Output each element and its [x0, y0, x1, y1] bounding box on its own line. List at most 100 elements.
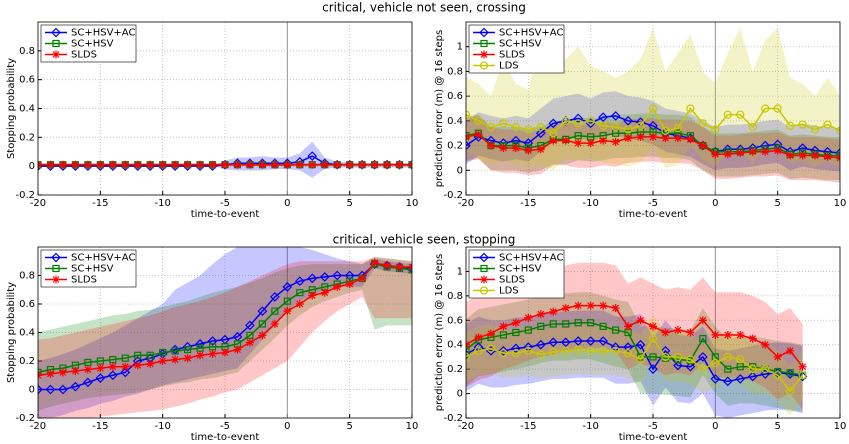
x-tick-label: 5 [774, 198, 780, 209]
marker [599, 346, 608, 355]
marker [320, 288, 329, 297]
marker [549, 136, 558, 145]
marker [736, 355, 745, 364]
legend-label: SLDS [499, 50, 525, 61]
marker [107, 370, 118, 381]
marker [474, 333, 483, 342]
marker [661, 328, 670, 337]
plot-frame [37, 246, 413, 419]
y-tick-label: -0.2 [15, 413, 35, 424]
marker [71, 160, 80, 169]
marker [611, 137, 620, 146]
marker [786, 346, 795, 355]
marker [786, 387, 795, 396]
marker [699, 335, 707, 343]
error-band [466, 262, 803, 410]
series-line [466, 115, 840, 154]
marker [271, 307, 279, 315]
marker [511, 343, 521, 354]
x-tick-label: 5 [774, 421, 780, 432]
marker [52, 50, 60, 59]
marker [649, 353, 657, 361]
marker [673, 124, 683, 133]
marker [573, 336, 584, 346]
marker [95, 373, 106, 383]
marker [182, 341, 193, 352]
error-band [466, 310, 803, 418]
marker [761, 365, 770, 374]
plot-frame [465, 21, 841, 196]
marker [207, 336, 218, 346]
y-axis-label: Stopping probability [6, 58, 17, 159]
marker [723, 110, 732, 119]
marker [585, 336, 596, 346]
marker [499, 331, 507, 339]
marker [548, 118, 559, 129]
marker [611, 122, 620, 132]
error-band [38, 256, 412, 418]
marker [196, 344, 204, 352]
marker [498, 345, 509, 356]
marker [270, 319, 279, 328]
marker [46, 160, 55, 169]
y-tick-label: 0.6 [447, 315, 463, 326]
y-tick-label: 0 [457, 389, 463, 400]
marker [120, 367, 131, 378]
marker [345, 160, 354, 169]
marker [535, 128, 546, 139]
marker [332, 270, 343, 281]
marker [307, 151, 318, 161]
marker [673, 360, 683, 371]
marker [295, 300, 304, 308]
marker [574, 319, 582, 327]
marker [83, 365, 92, 374]
marker [561, 116, 570, 125]
marker [208, 160, 217, 169]
marker [121, 362, 130, 371]
marker [798, 151, 807, 160]
marker [233, 345, 242, 354]
marker [686, 104, 695, 113]
marker [474, 116, 483, 125]
y-tick-label: 0.8 [447, 291, 463, 302]
marker [623, 125, 633, 134]
marker [562, 320, 570, 328]
y-tick-label: 0 [29, 385, 35, 396]
marker [560, 337, 571, 348]
marker [184, 346, 192, 354]
marker [549, 320, 557, 328]
y-tick-label: 0.8 [19, 271, 35, 282]
marker [524, 146, 533, 155]
legend-label: SLDS [499, 275, 525, 286]
x-tick-label: 5 [346, 421, 352, 432]
marker [624, 322, 633, 331]
y-tick-label: 1 [457, 266, 463, 277]
row-title: critical, vehicle seen, stopping [333, 233, 516, 247]
marker [208, 349, 217, 358]
marker [344, 270, 355, 281]
marker [761, 147, 770, 156]
marker [661, 352, 670, 362]
marker [661, 126, 670, 135]
marker [648, 104, 658, 113]
marker [686, 328, 695, 337]
error-band [38, 256, 412, 411]
marker [233, 160, 242, 169]
marker [711, 150, 720, 159]
series-line [466, 304, 804, 368]
marker [599, 301, 608, 310]
marker [711, 358, 720, 368]
marker [599, 136, 608, 145]
marker [574, 345, 583, 354]
error-band [466, 115, 840, 183]
marker [835, 148, 840, 158]
marker [698, 119, 707, 128]
marker [134, 351, 142, 359]
y-tick-label: 0.6 [19, 75, 35, 86]
y-tick-label: 0 [457, 165, 463, 176]
marker [208, 343, 217, 351]
legend-label: SLDS [71, 50, 97, 61]
marker [499, 349, 508, 358]
marker [524, 346, 533, 355]
y-tick-label: 0.2 [447, 364, 463, 375]
